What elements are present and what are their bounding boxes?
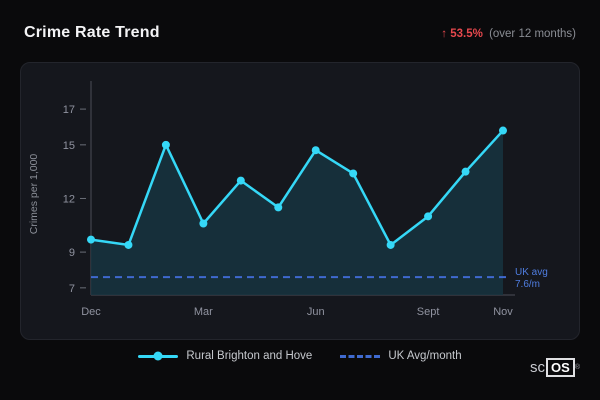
header: Crime Rate Trend ↑ 53.5% (over 12 months… xyxy=(24,24,576,42)
legend-item-reference: UK Avg/month xyxy=(340,350,462,362)
svg-text:Sept: Sept xyxy=(417,306,440,318)
registered-mark: ® xyxy=(574,364,580,371)
brand-logo: sc OS ® xyxy=(530,358,580,378)
up-arrow-icon: ↑ xyxy=(441,28,448,40)
stat-value: 53.5% xyxy=(450,28,483,40)
svg-text:Mar: Mar xyxy=(194,306,213,318)
chart-panel: Crimes per 1,000 7 9 12 15 17 Dec Mar Jun Sept Nov… xyxy=(20,62,580,340)
dashed-line-icon xyxy=(340,354,381,358)
trend-chart: Crimes per 1,000 7 9 12 15 17 Dec Mar Jun Sept Nov… xyxy=(28,81,548,318)
line-marker-icon xyxy=(138,351,179,361)
svg-text:7: 7 xyxy=(69,283,75,295)
brand-box: OS xyxy=(546,358,575,377)
svg-text:UK avg: UK avg xyxy=(515,267,548,278)
trend-stat: ↑ 53.5% (over 12 months) xyxy=(441,28,576,40)
legend-label: Rural Brighton and Hove xyxy=(186,350,313,362)
svg-text:Jun: Jun xyxy=(307,306,325,318)
legend-label: UK Avg/month xyxy=(388,350,462,362)
svg-text:7.6/m: 7.6/m xyxy=(515,279,540,290)
svg-text:15: 15 xyxy=(63,140,75,152)
svg-text:Dec: Dec xyxy=(81,306,101,318)
svg-text:Crimes per 1,000: Crimes per 1,000 xyxy=(28,154,40,235)
page-title: Crime Rate Trend xyxy=(24,24,160,41)
chart-legend: Rural Brighton and Hove UK Avg/month xyxy=(0,350,600,362)
stat-caption: (over 12 months) xyxy=(489,28,576,40)
svg-text:12: 12 xyxy=(63,193,75,205)
svg-text:Nov: Nov xyxy=(493,306,513,318)
brand-prefix: sc xyxy=(530,359,546,376)
svg-text:9: 9 xyxy=(69,247,75,259)
svg-text:17: 17 xyxy=(63,104,75,116)
legend-item-series: Rural Brighton and Hove xyxy=(138,350,312,362)
